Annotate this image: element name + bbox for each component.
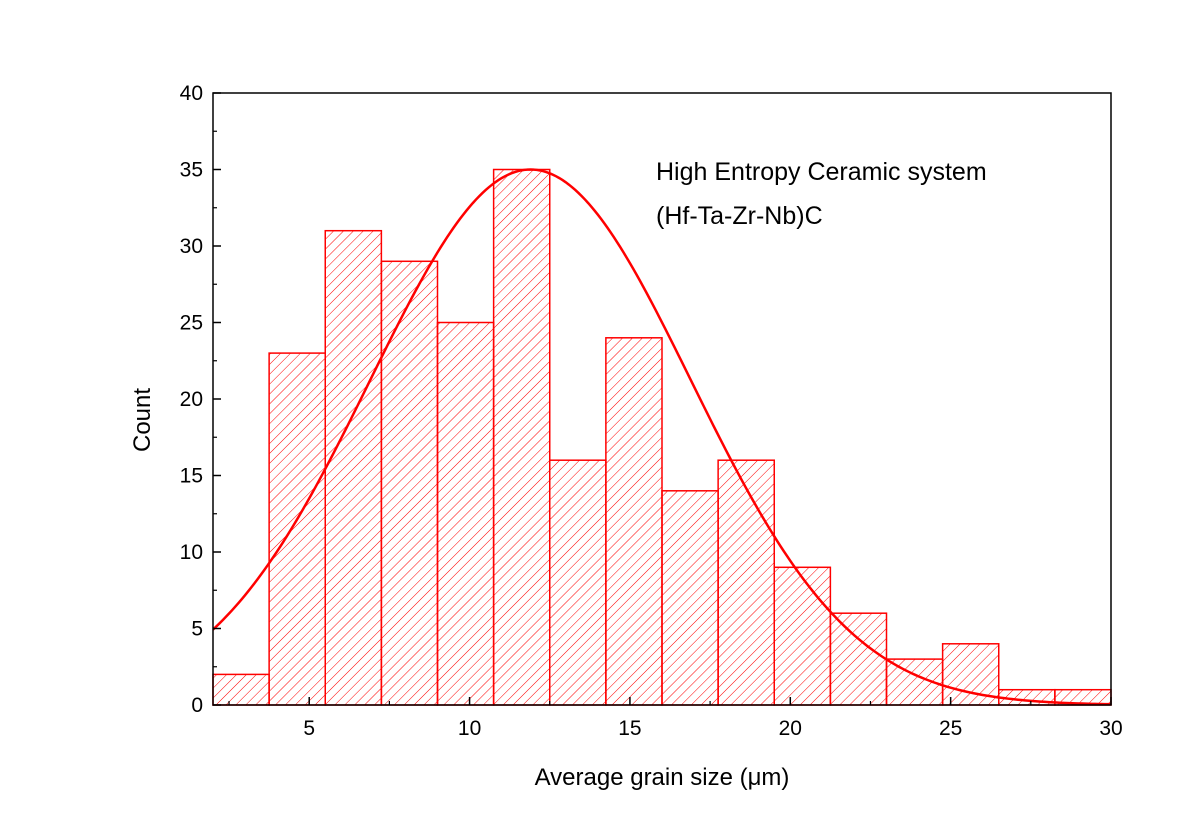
y-tick-label: 30 bbox=[180, 235, 203, 258]
histogram-bar bbox=[268, 352, 326, 706]
histogram-bar bbox=[829, 612, 888, 706]
bars-layer bbox=[212, 168, 1112, 706]
histogram-bar bbox=[492, 168, 551, 706]
x-tick-label: 15 bbox=[618, 717, 641, 740]
y-tick-label: 0 bbox=[191, 694, 203, 717]
histogram-bar bbox=[661, 490, 719, 706]
annotation-line-1: High Entropy Ceramic system bbox=[656, 158, 987, 186]
histogram-bar bbox=[436, 321, 495, 706]
histogram-bar bbox=[324, 229, 383, 706]
y-tick-label: 10 bbox=[180, 541, 203, 564]
y-tick-label: 5 bbox=[191, 618, 203, 641]
normal-fit-curve bbox=[213, 168, 1111, 705]
annotation-line-2: (Hf-Ta-Zr-Nb)C bbox=[656, 202, 823, 230]
x-axis-label: Average grain size (μm) bbox=[535, 764, 790, 791]
histogram-bar bbox=[605, 337, 663, 706]
x-tick-label: 5 bbox=[303, 717, 315, 740]
histogram-bar bbox=[773, 566, 832, 706]
y-tick-label: 40 bbox=[180, 82, 203, 105]
y-tick-label: 20 bbox=[180, 388, 203, 411]
x-tick-label: 10 bbox=[458, 717, 481, 740]
histogram-bar bbox=[549, 459, 607, 706]
ticks-layer: 5 10 15 20 25 30 0 5 10 15 20 25 30 35 40 bbox=[180, 82, 1123, 740]
y-axis-label: Count bbox=[129, 388, 156, 452]
y-tick-label: 35 bbox=[180, 159, 203, 182]
x-tick-label: 25 bbox=[939, 717, 962, 740]
y-tick-label: 25 bbox=[180, 312, 203, 335]
histogram-bar bbox=[717, 459, 775, 706]
x-tick-label: 30 bbox=[1099, 717, 1122, 740]
x-tick-label: 20 bbox=[779, 717, 802, 740]
histogram-bar bbox=[380, 260, 439, 706]
histogram-bar bbox=[212, 673, 270, 706]
fit-curve-layer bbox=[213, 168, 1111, 705]
histogram-bar bbox=[941, 643, 1000, 706]
y-tick-label: 15 bbox=[180, 465, 203, 488]
